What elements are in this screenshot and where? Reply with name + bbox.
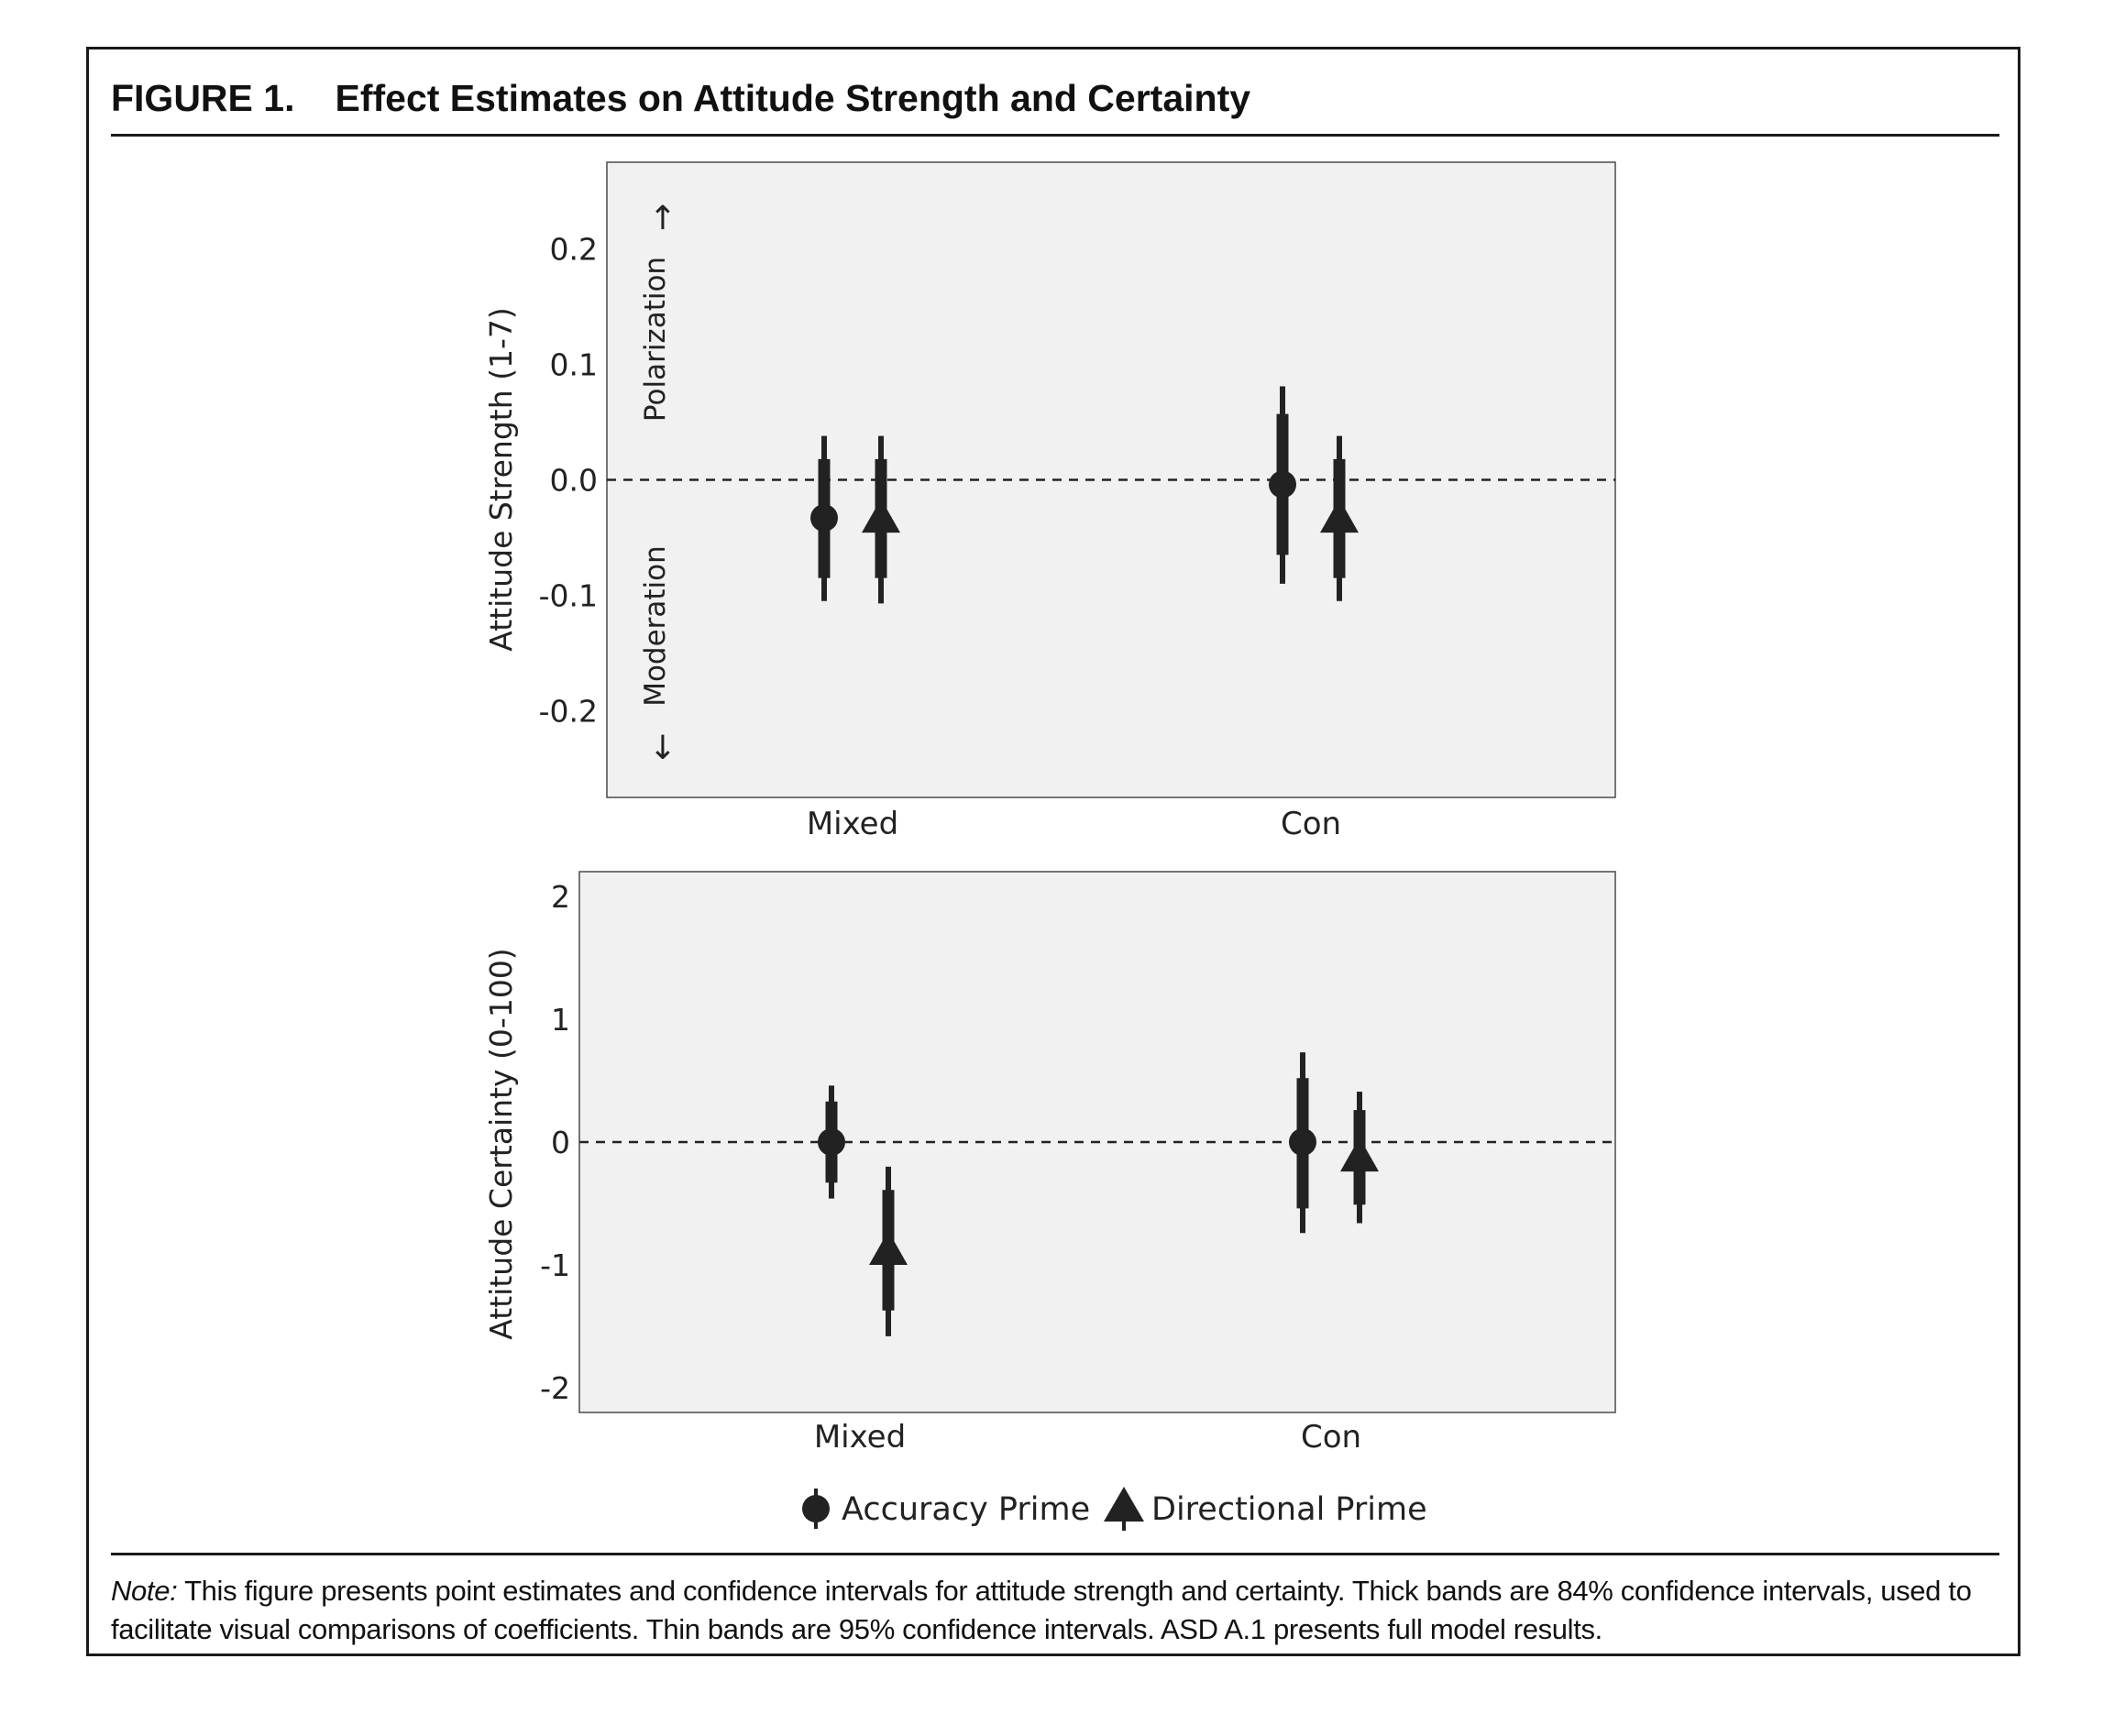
y-tick-label: -0.2 xyxy=(539,694,598,730)
point-estimate-circle xyxy=(1269,470,1296,499)
note-prefix: Note: xyxy=(111,1575,178,1607)
y-tick-label: 0.0 xyxy=(550,463,598,499)
legend-directional-label: Directional Prime xyxy=(1151,1491,1427,1528)
point-estimate-circle xyxy=(810,504,838,533)
point-estimate-circle xyxy=(1289,1128,1316,1156)
figure-title: FIGURE 1. Effect Estimates on Attitude St… xyxy=(111,77,1250,120)
polarization-annotation: Polarization xyxy=(639,257,672,422)
x-category-label: Mixed xyxy=(814,1419,906,1456)
y-axis-label: Attitude Strength (1-7) xyxy=(483,307,519,652)
note-text: This figure presents point estimates and… xyxy=(111,1575,1972,1645)
y-tick-label: -0.1 xyxy=(539,578,598,614)
x-category-label: Mixed xyxy=(807,806,898,842)
y-tick-label: -1 xyxy=(540,1247,570,1283)
y-axis-label: Attitude Certainty (0-100) xyxy=(483,948,519,1339)
y-tick-label: 0 xyxy=(551,1125,570,1160)
down-arrow-icon: ↓ xyxy=(649,730,677,767)
figure-label: FIGURE 1. xyxy=(111,77,295,119)
y-tick-label: 0.1 xyxy=(550,347,598,383)
chart-panel-1: 0.2 0.1 0.0 -0.1 -0.2 Attitude Strength (1-7)… xyxy=(483,161,1616,842)
moderation-annotation: Moderation xyxy=(639,545,672,707)
note-rule xyxy=(111,1553,1999,1555)
chart-panel-2: 2 1 0 -1 -2 Attitude Certainty (0-100) Mixed Co… xyxy=(483,871,1616,1456)
point-estimate-triangle xyxy=(1320,499,1359,533)
up-arrow-icon: ↑ xyxy=(649,200,677,237)
point-estimate-triangle xyxy=(869,1231,908,1265)
x-category-label: Con xyxy=(1281,806,1341,842)
point-estimate-circle xyxy=(818,1128,845,1156)
y-tick-label: 0.2 xyxy=(550,232,598,268)
legend-accuracy-label: Accuracy Prime xyxy=(842,1491,1090,1528)
legend-circle-icon xyxy=(802,1495,830,1522)
figure-note: Note: This figure presents point estimat… xyxy=(111,1572,2009,1649)
title-rule xyxy=(111,134,1999,137)
point-estimate-triangle xyxy=(1340,1137,1379,1172)
legend: Accuracy Prime Directional Prime xyxy=(802,1487,1427,1531)
figure-title-text: Effect Estimates on Attitude Strength an… xyxy=(335,77,1251,119)
x-category-label: Con xyxy=(1301,1419,1361,1456)
point-estimate-triangle xyxy=(862,499,900,533)
y-tick-label: 1 xyxy=(551,1002,570,1038)
y-tick-label: -2 xyxy=(540,1370,570,1406)
y-tick-label: 2 xyxy=(551,879,570,915)
legend-triangle-icon xyxy=(1104,1487,1144,1522)
